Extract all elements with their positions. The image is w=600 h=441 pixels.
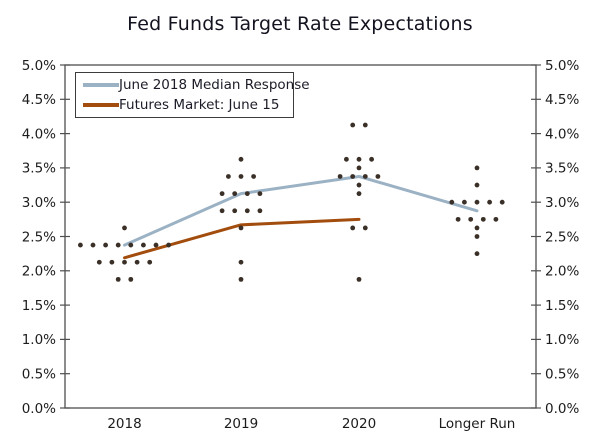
response-dot <box>238 156 244 162</box>
response-dot <box>350 122 356 128</box>
response-dot <box>147 259 153 265</box>
response-dot <box>356 182 362 188</box>
response-dot <box>90 242 96 248</box>
y-axis-label-right: 5.0% <box>545 58 579 74</box>
median-line-swatch <box>83 83 119 87</box>
response-dot <box>362 122 368 128</box>
y-axis-label-right: 4.0% <box>545 126 579 142</box>
response-dot <box>356 165 362 171</box>
y-axis-label-right: 3.0% <box>545 195 579 211</box>
response-dot <box>238 259 244 265</box>
response-dot <box>474 251 480 257</box>
response-dot <box>232 191 238 197</box>
response-dot <box>257 208 263 214</box>
y-axis-label-right: 0.5% <box>545 367 579 383</box>
response-dot <box>109 259 115 265</box>
response-dot <box>474 199 480 205</box>
response-dot <box>226 174 231 179</box>
y-axis-label-left: 5.0% <box>22 58 56 74</box>
response-dot <box>455 216 461 222</box>
y-axis-label-right: 1.5% <box>545 298 579 314</box>
y-axis-label-left: 1.5% <box>22 298 56 314</box>
x-axis-label: 2019 <box>224 416 258 432</box>
response-dot <box>238 225 244 231</box>
y-axis-label-left: 4.0% <box>22 126 56 142</box>
response-dot <box>480 216 486 222</box>
response-dot <box>474 165 480 171</box>
response-dot <box>362 225 368 231</box>
y-axis-label-left: 0.0% <box>22 401 56 417</box>
response-dot <box>487 199 492 205</box>
legend-item-futures: Futures Market: June 15 <box>83 95 293 115</box>
response-dot <box>96 259 102 265</box>
response-dot <box>244 191 250 197</box>
response-dot <box>474 225 480 231</box>
y-axis-label-left: 4.5% <box>22 92 56 108</box>
response-dot <box>369 156 374 162</box>
response-dot <box>244 208 250 214</box>
y-axis-label-left: 0.5% <box>22 367 56 383</box>
response-dot <box>78 242 83 248</box>
response-dot <box>257 191 263 197</box>
response-dot <box>375 174 381 179</box>
y-axis-label-right: 2.5% <box>545 229 579 245</box>
response-dot <box>115 276 121 282</box>
median-line <box>123 174 479 247</box>
response-dot <box>493 216 499 222</box>
response-dot <box>462 199 467 205</box>
response-dot <box>219 208 225 214</box>
response-dot <box>122 225 127 231</box>
y-axis-label-left: 2.0% <box>22 264 56 280</box>
legend: June 2018 Median Response Futures Market… <box>75 72 310 118</box>
response-dot <box>474 182 480 188</box>
response-dot <box>153 242 159 248</box>
response-dot <box>344 156 349 162</box>
y-axis-label-left: 3.0% <box>22 195 56 211</box>
response-dot <box>337 174 343 179</box>
response-dot <box>356 191 362 197</box>
y-axis-label-left: 2.5% <box>22 229 56 245</box>
x-axis-label: 2018 <box>107 416 141 432</box>
x-axis-label: Longer Run <box>439 416 516 432</box>
response-dot <box>350 225 356 231</box>
futures-line <box>123 217 361 260</box>
chart-title: Fed Funds Target Rate Expectations <box>127 13 473 35</box>
response-dot <box>141 242 146 248</box>
legend-label-median: June 2018 Median Response <box>119 77 310 93</box>
y-axis-label-right: 4.5% <box>545 92 579 108</box>
futures-line-swatch <box>83 103 119 107</box>
y-axis-label-right: 0.0% <box>545 401 579 417</box>
response-dot <box>474 234 480 239</box>
response-dot <box>350 174 356 179</box>
response-dot <box>449 199 455 205</box>
response-dot <box>128 242 134 248</box>
y-axis-label-right: 1.0% <box>545 332 579 348</box>
response-dot <box>238 174 244 179</box>
response-dot <box>251 174 256 179</box>
x-axis-label: 2020 <box>342 416 376 432</box>
y-axis-label-left: 3.5% <box>22 161 56 177</box>
y-axis-label-right: 2.0% <box>545 264 579 280</box>
y-axis-label-right: 3.5% <box>545 161 579 177</box>
legend-item-median: June 2018 Median Response <box>83 75 310 95</box>
response-dot <box>356 276 362 282</box>
response-dot <box>128 276 134 282</box>
response-dot <box>122 259 127 265</box>
response-dot <box>232 208 238 214</box>
response-dot <box>362 174 368 179</box>
y-axis-label-left: 1.0% <box>22 332 56 348</box>
legend-label-futures: Futures Market: June 15 <box>119 97 280 113</box>
response-dot <box>238 276 244 282</box>
response-dot <box>115 242 121 248</box>
response-dot <box>356 156 362 162</box>
response-dot <box>166 242 172 248</box>
response-dot <box>219 191 225 197</box>
response-dot <box>499 199 505 205</box>
response-dot <box>134 259 140 265</box>
response-dot <box>468 216 474 222</box>
response-dot <box>103 242 108 248</box>
